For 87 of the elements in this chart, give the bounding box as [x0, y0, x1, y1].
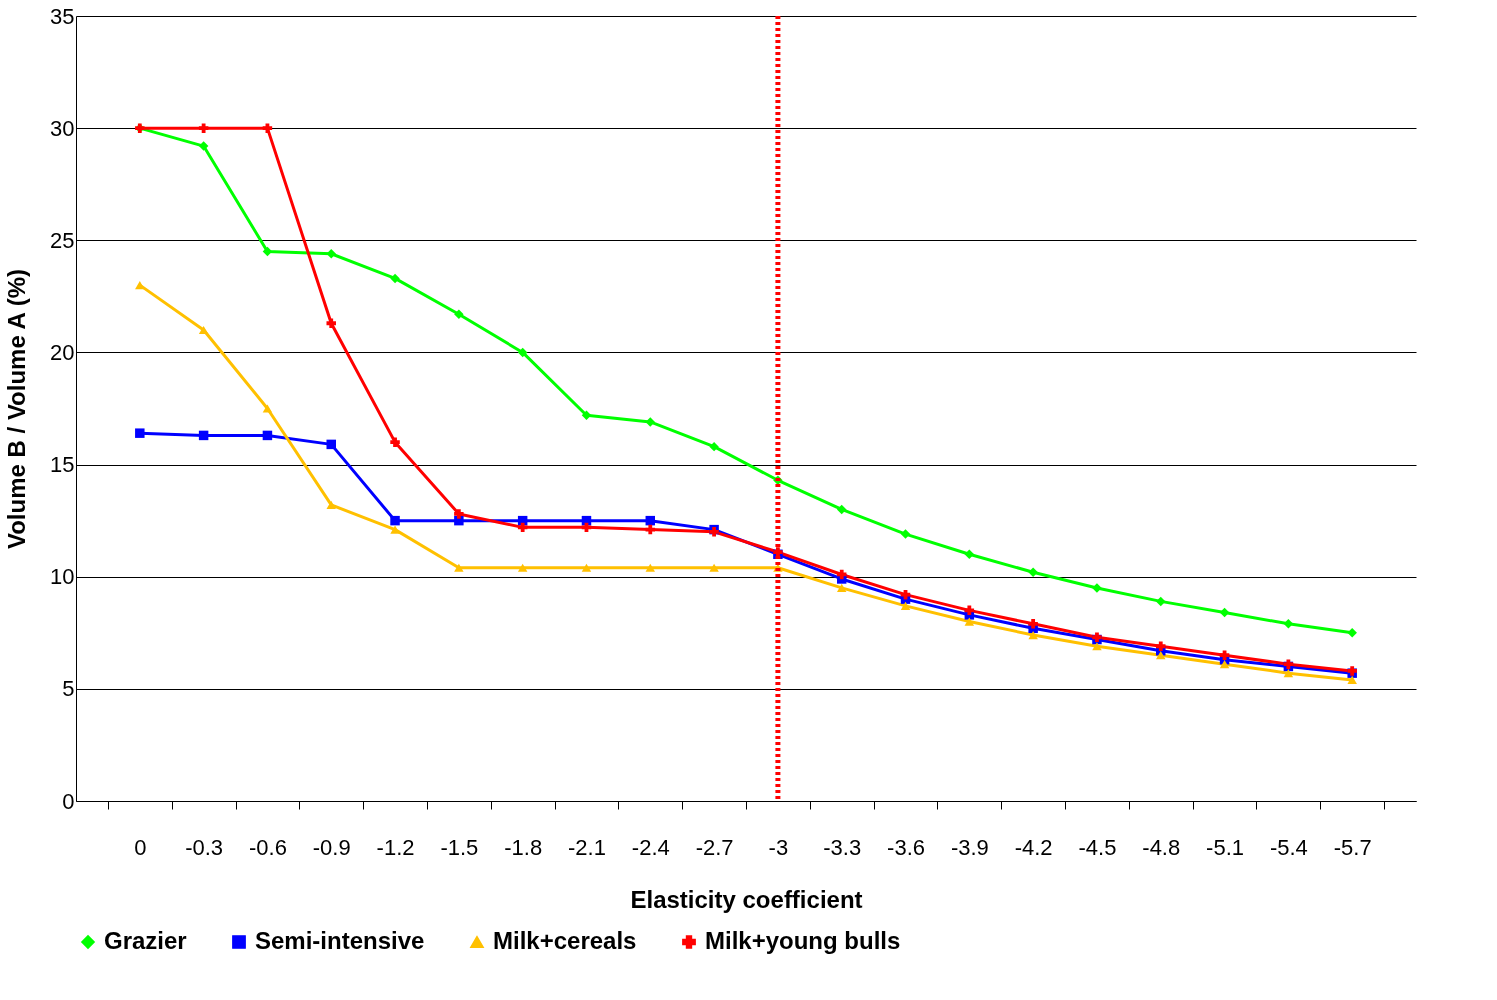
point: [390, 515, 400, 526]
y-tick-label: 5: [62, 676, 75, 702]
x-tick-label: -5.1: [1206, 834, 1245, 860]
point: [1347, 628, 1357, 638]
point: [135, 281, 145, 290]
x-tick-label: -2.7: [695, 834, 734, 860]
point: [1028, 619, 1038, 629]
point: [454, 309, 464, 320]
point: [581, 410, 592, 420]
point: [1028, 567, 1038, 577]
point: [262, 430, 273, 441]
x-axis-title: Elasticity coefficient: [630, 885, 863, 913]
point: [326, 500, 336, 510]
x-tick-label: -5.4: [1269, 834, 1308, 860]
point: [836, 504, 847, 515]
point: [262, 123, 273, 133]
x-tick-label: -2.1: [568, 834, 606, 860]
x-tick-label: -1.2: [376, 834, 415, 860]
point: [964, 549, 975, 560]
point: [964, 617, 975, 626]
point: [454, 509, 464, 519]
point: [1092, 642, 1102, 651]
point: [1156, 596, 1166, 607]
point: [964, 605, 975, 616]
point: [645, 563, 656, 572]
y-tick-label: 25: [50, 227, 75, 253]
y-tick-label: 35: [50, 3, 75, 29]
point: [581, 563, 592, 572]
point: [1156, 651, 1166, 660]
point: [645, 515, 656, 526]
y-tick-label: 20: [50, 339, 75, 365]
point: [1219, 660, 1230, 669]
x-tick-label: -0.6: [248, 834, 287, 860]
point: [836, 583, 847, 593]
point: [198, 430, 209, 441]
y-tick-label: 30: [50, 115, 75, 141]
y-tick-label: 0: [62, 788, 75, 814]
point: [1283, 669, 1294, 678]
point: [709, 563, 719, 572]
point: [645, 524, 656, 535]
point: [326, 439, 336, 450]
x-tick-label: -0.9: [312, 834, 351, 860]
x-tick-label: -3.3: [823, 834, 862, 860]
point: [198, 325, 209, 335]
point: [326, 249, 336, 259]
point: [1219, 607, 1230, 618]
x-tick-label: -4.2: [1014, 834, 1053, 860]
x-tick-label: -3.6: [887, 834, 925, 860]
point: [390, 273, 400, 284]
point: [198, 141, 209, 151]
point: [262, 246, 273, 257]
x-tick-label: -4.8: [1142, 834, 1181, 860]
point: [198, 123, 209, 133]
point: [262, 404, 273, 413]
point: [900, 601, 911, 610]
point: [1156, 641, 1166, 651]
point: [1028, 630, 1038, 640]
legend-label: Milk+young bulls: [705, 927, 901, 954]
point: [390, 437, 400, 447]
x-tick-label: -4.5: [1078, 834, 1117, 860]
legend-label: Semi-intensive: [255, 927, 425, 954]
y-tick-label: 15: [50, 452, 75, 478]
x-tick-label: -1.5: [440, 834, 479, 860]
point: [517, 563, 528, 572]
x-tick-label: 0: [134, 834, 147, 860]
point: [645, 417, 656, 427]
point: [900, 529, 911, 539]
x-tick-label: -0.3: [185, 834, 224, 860]
point: [326, 318, 336, 329]
point: [1283, 619, 1294, 629]
legend-label: Milk+cereals: [493, 927, 637, 954]
y-axis-title: Volume B / Volume A (%): [3, 268, 31, 550]
point: [517, 347, 528, 358]
x-tick-label: -3.9: [950, 834, 989, 860]
point: [390, 525, 400, 534]
legend-label: Grazier: [104, 927, 187, 954]
point: [517, 522, 528, 533]
point: [1347, 675, 1357, 684]
x-tick-label: -5.7: [1333, 834, 1372, 860]
point: [709, 441, 719, 452]
point: [1219, 650, 1230, 660]
x-tick-label: -1.8: [504, 834, 543, 860]
x-tick-label: -3: [768, 834, 789, 860]
x-tick-label: -2.4: [631, 834, 670, 860]
point: [454, 563, 464, 572]
y-tick-label: 10: [50, 564, 75, 590]
point: [135, 428, 145, 438]
